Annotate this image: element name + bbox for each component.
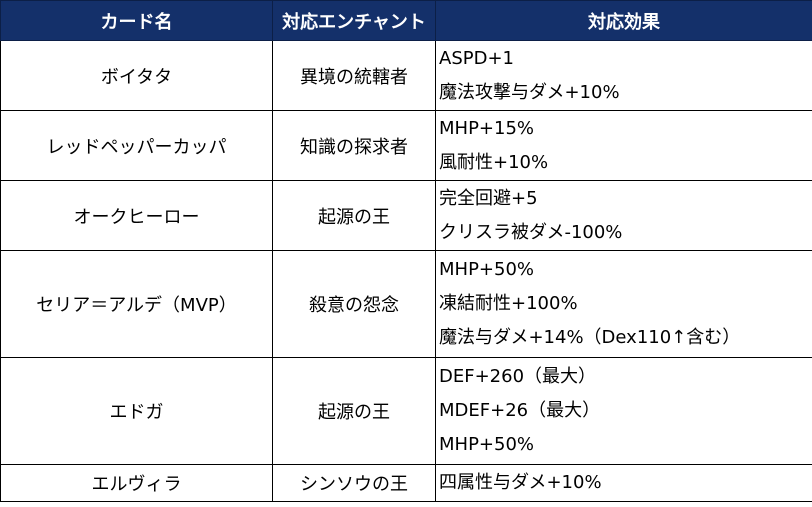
effect-line: DEF+260（最大）	[439, 366, 597, 387]
effect-cell: MHP+50% 凍結耐性+100% 魔法与ダメ+14%（Dex110↑含む）	[435, 250, 812, 358]
table-row: エドガ 起源の王 DEF+260（最大） MDEF+26（最大） MHP+50%	[0, 357, 812, 465]
card-name-cell: ボイタタ	[0, 40, 273, 111]
enchant-cell: 起源の王	[272, 180, 436, 251]
effect-line: MHP+50%	[439, 434, 535, 455]
effect-line: MHP+15%	[439, 117, 535, 139]
table-row: ボイタタ 異境の統轄者 ASPD+1 魔法攻撃与ダメ+10%	[0, 40, 812, 111]
effect-cell: MHP+15% 風耐性+10%	[435, 110, 812, 181]
effect-line: 凍結耐性+100%	[439, 293, 578, 314]
enchant-cell: シンソウの王	[272, 464, 436, 502]
header-effect: 対応効果	[435, 0, 812, 41]
effect-line: ASPD+1	[439, 47, 514, 69]
effect-line: 四属性与ダメ+10%	[439, 472, 602, 493]
enchant-cell: 異境の統轄者	[272, 40, 436, 111]
table-row: オークヒーロー 起源の王 完全回避+5 クリスラ被ダメ-100%	[0, 180, 812, 251]
header-row: カード名 対応エンチャント 対応効果	[0, 0, 812, 41]
table-row: レッドペッパーカッパ 知識の探求者 MHP+15% 風耐性+10%	[0, 110, 812, 181]
card-name-cell: エドガ	[0, 357, 273, 465]
card-name-cell: オークヒーロー	[0, 180, 273, 251]
effect-line: 魔法与ダメ+14%（Dex110↑含む）	[439, 327, 741, 348]
effect-line: MDEF+26（最大）	[439, 400, 601, 421]
card-name-cell: エルヴィラ	[0, 464, 273, 502]
effect-line: 完全回避+5	[439, 187, 538, 209]
effect-cell: DEF+260（最大） MDEF+26（最大） MHP+50%	[435, 357, 812, 465]
enchant-cell: 知識の探求者	[272, 110, 436, 181]
enchant-cell: 起源の王	[272, 357, 436, 465]
effect-cell: ASPD+1 魔法攻撃与ダメ+10%	[435, 40, 812, 111]
effect-cell: 四属性与ダメ+10%	[435, 464, 812, 502]
effect-line: クリスラ被ダメ-100%	[439, 221, 623, 243]
card-name-cell: セリア＝アルデ（MVP）	[0, 250, 273, 358]
table-row: エルヴィラ シンソウの王 四属性与ダメ+10%	[0, 464, 812, 502]
enchant-cell: 殺意の怨念	[272, 250, 436, 358]
header-enchant: 対応エンチャント	[272, 0, 436, 41]
effect-line: 風耐性+10%	[439, 151, 549, 173]
effect-line: 魔法攻撃与ダメ+10%	[439, 81, 620, 103]
effect-line: MHP+50%	[439, 259, 535, 280]
card-name-cell: レッドペッパーカッパ	[0, 110, 273, 181]
effect-cell: 完全回避+5 クリスラ被ダメ-100%	[435, 180, 812, 251]
table-row: セリア＝アルデ（MVP） 殺意の怨念 MHP+50% 凍結耐性+100% 魔法与…	[0, 250, 812, 358]
header-card-name: カード名	[0, 0, 273, 41]
